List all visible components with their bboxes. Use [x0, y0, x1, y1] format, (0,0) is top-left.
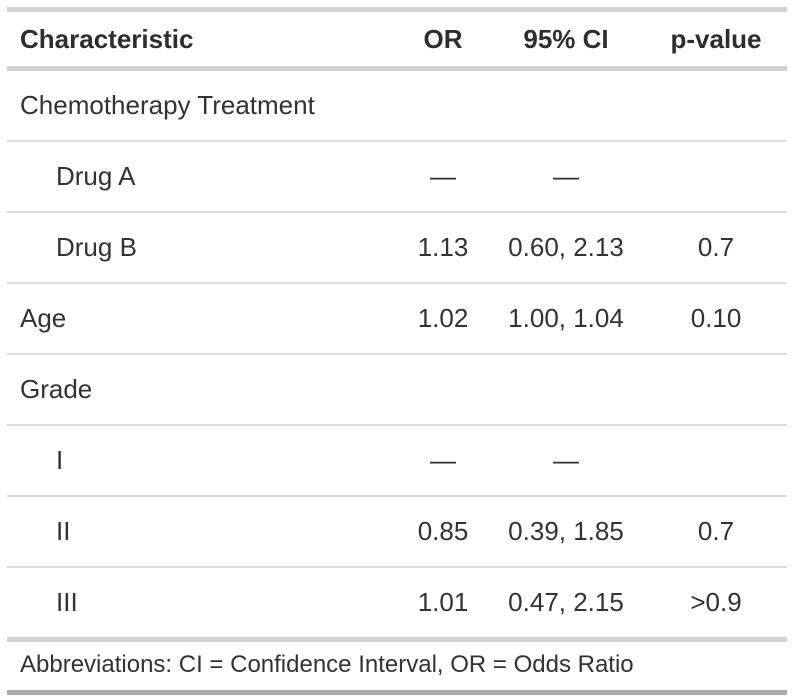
or-value: — [399, 140, 487, 212]
table-row-group-grade: Grade [7, 353, 787, 425]
row-label: Drug B [7, 211, 399, 283]
row-label: Chemotherapy Treatment [20, 90, 315, 120]
row-label: Grade [7, 353, 399, 425]
row-label: II [7, 495, 399, 567]
row-label: Age [7, 282, 399, 354]
or-value [399, 353, 487, 425]
p-value: 0.7 [645, 211, 787, 283]
header-cell-p-value: p-value [645, 9, 787, 71]
p-value [645, 140, 787, 212]
table-row-age: Age 1.02 1.00, 1.04 0.10 [7, 282, 787, 354]
p-value [645, 69, 787, 142]
or-value: — [399, 424, 487, 496]
table-row-grade-ii: II 0.85 0.39, 1.85 0.7 [7, 495, 787, 567]
footnote-row: Abbreviations: CI = Confidence Interval,… [7, 637, 787, 693]
ci-value: 0.60, 2.13 [487, 211, 645, 283]
header-cell-or: OR [399, 9, 487, 71]
header-cell-characteristic: Characteristic [7, 9, 399, 71]
ci-value: 1.00, 1.04 [487, 282, 645, 354]
table-row-drug-a: Drug A — — [7, 140, 787, 212]
p-value: >0.9 [645, 566, 787, 640]
ci-value [487, 69, 645, 142]
table-body: Chemotherapy Treatment Drug A — — Drug B… [7, 69, 787, 640]
p-value [645, 353, 787, 425]
or-value: 1.01 [399, 566, 487, 640]
abbreviations-footnote: Abbreviations: CI = Confidence Interval,… [7, 637, 787, 693]
row-label: I [7, 424, 399, 496]
p-value [645, 424, 787, 496]
table-footer: Abbreviations: CI = Confidence Interval,… [7, 637, 787, 693]
p-value: 0.10 [645, 282, 787, 354]
or-value [399, 69, 487, 142]
table-header: Characteristic OR 95% CI p-value [7, 9, 787, 71]
or-value: 0.85 [399, 495, 487, 567]
regression-summary-table: Characteristic OR 95% CI p-value Chemoth… [7, 7, 787, 695]
header-row: Characteristic OR 95% CI p-value [7, 9, 787, 71]
row-label: Drug A [7, 140, 399, 212]
or-value: 1.13 [399, 211, 487, 283]
header-cell-ci: 95% CI [487, 9, 645, 71]
p-value: 0.7 [645, 495, 787, 567]
ci-value: 0.39, 1.85 [487, 495, 645, 567]
ci-value: 0.47, 2.15 [487, 566, 645, 640]
ci-value: — [487, 424, 645, 496]
ci-value [487, 353, 645, 425]
table-row-drug-b: Drug B 1.13 0.60, 2.13 0.7 [7, 211, 787, 283]
or-value: 1.02 [399, 282, 487, 354]
table-row-group-chemotherapy: Chemotherapy Treatment [7, 69, 787, 142]
table-row-grade-iii: III 1.01 0.47, 2.15 >0.9 [7, 566, 787, 640]
row-label: III [7, 566, 399, 640]
ci-value: — [487, 140, 645, 212]
table-row-grade-i: I — — [7, 424, 787, 496]
